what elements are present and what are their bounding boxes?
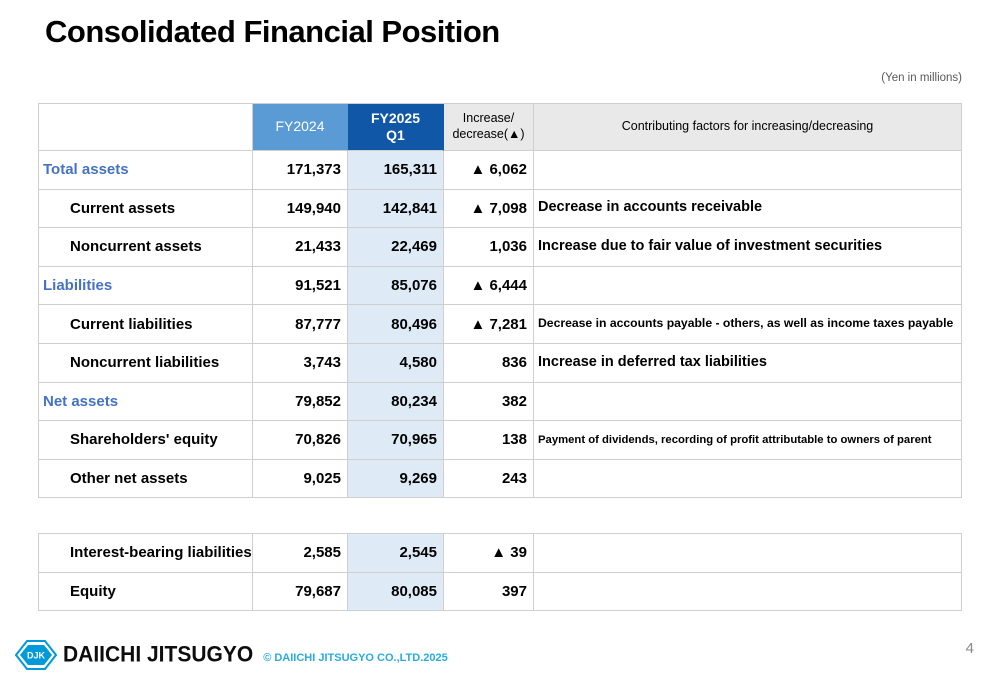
fy2024-value: 171,373 xyxy=(253,151,348,190)
increase-decrease-value: ▲ 7,281 xyxy=(444,305,534,344)
fy2024-value: 9,025 xyxy=(253,459,348,499)
increase-decrease-value: 243 xyxy=(444,459,534,499)
contributing-factor xyxy=(534,382,962,422)
row-label: Net assets xyxy=(39,382,253,422)
unit-note: (Yen in millions) xyxy=(881,72,962,84)
contributing-factor: Increase in deferred tax liabilities xyxy=(534,343,962,383)
increase-decrease-value: ▲ 7,098 xyxy=(444,189,534,229)
copyright: © DAIICHI JITSUGYO CO.,LTD.2025 xyxy=(263,652,448,664)
company-name: DAIICHI JITSUGYO xyxy=(63,642,254,667)
increase-decrease-value: 138 xyxy=(444,421,534,460)
row-label: Shareholders' equity xyxy=(39,421,253,460)
fy2025-q1-value: 80,496 xyxy=(348,305,444,344)
row-label: Other net assets xyxy=(39,459,253,499)
row-label: Interest-bearing liabilities xyxy=(39,534,253,573)
increase-decrease-value: ▲ 6,444 xyxy=(444,266,534,306)
fy2025-q1-value: 80,085 xyxy=(348,572,444,612)
header-increase-line1: Increase/ xyxy=(462,111,515,126)
fy2024-value: 3,743 xyxy=(253,343,348,383)
contributing-factor xyxy=(534,151,962,190)
contributing-factor: Decrease in accounts receivable xyxy=(534,189,962,229)
contributing-factor xyxy=(534,266,962,306)
contributing-factor xyxy=(534,459,962,499)
fy2025-q1-value: 165,311 xyxy=(348,151,444,190)
contributing-factor xyxy=(534,572,962,612)
increase-decrease-value: 836 xyxy=(444,343,534,383)
row-label: Noncurrent liabilities xyxy=(39,343,253,383)
header-fy2025-line2: Q1 xyxy=(386,127,405,143)
supplementary-table: Interest-bearing liabilities 2,585 2,545 ▲ … xyxy=(38,533,962,612)
fy2025-q1-value: 4,580 xyxy=(348,343,444,383)
djk-logo-icon: DJK xyxy=(15,640,57,670)
fy2024-value: 87,777 xyxy=(253,305,348,344)
contributing-factor: Decrease in accounts payable - others, a… xyxy=(534,305,962,344)
header-fy2025-q1: FY2025 Q1 xyxy=(348,104,444,151)
increase-decrease-value: ▲ 6,062 xyxy=(444,151,534,190)
djk-logo-text: DJK xyxy=(27,651,46,661)
fy2025-q1-value: 22,469 xyxy=(348,228,444,267)
increase-decrease-value: 397 xyxy=(444,572,534,612)
page-number: 4 xyxy=(965,640,974,657)
fy2024-value: 79,852 xyxy=(253,382,348,422)
increase-decrease-value: ▲ 39 xyxy=(444,534,534,573)
header-increase-line2: decrease(▲) xyxy=(452,127,525,141)
contributing-factor xyxy=(534,534,962,573)
row-label: Current assets xyxy=(39,189,253,229)
fy2024-value: 149,940 xyxy=(253,189,348,229)
contributing-factor: Increase due to fair value of investment… xyxy=(534,228,962,267)
fy2024-value: 70,826 xyxy=(253,421,348,460)
page-title: Consolidated Financial Position xyxy=(45,14,500,49)
fy2025-q1-value: 142,841 xyxy=(348,189,444,229)
fy2024-value: 2,585 xyxy=(253,534,348,573)
increase-decrease-value: 382 xyxy=(444,382,534,422)
increase-decrease-value: 1,036 xyxy=(444,228,534,267)
row-label: Noncurrent assets xyxy=(39,228,253,267)
fy2024-value: 21,433 xyxy=(253,228,348,267)
fy2024-value: 79,687 xyxy=(253,572,348,612)
fy2025-q1-value: 80,234 xyxy=(348,382,444,422)
header-blank xyxy=(39,104,253,151)
header-fy2024: FY2024 xyxy=(253,104,348,151)
footer: DJK DAIICHI JITSUGYO © DAIICHI JITSUGYO … xyxy=(15,638,448,672)
header-increase-decrease: Increase/ decrease(▲) xyxy=(444,104,534,151)
fy2025-q1-value: 2,545 xyxy=(348,534,444,573)
fy2025-q1-value: 85,076 xyxy=(348,266,444,306)
fy2025-q1-value: 70,965 xyxy=(348,421,444,460)
header-fy2025-line1: FY2025 xyxy=(370,109,421,126)
header-contributing-factors: Contributing factors for increasing/decr… xyxy=(534,104,962,151)
fy2024-value: 91,521 xyxy=(253,266,348,306)
row-label: Equity xyxy=(39,572,253,612)
financial-position-table: FY2024 FY2025 Q1 Increase/ decrease(▲) C… xyxy=(38,103,962,499)
row-label: Current liabilities xyxy=(39,305,253,344)
contributing-factor: Payment of dividends, recording of profi… xyxy=(534,421,962,460)
row-label: Total assets xyxy=(39,151,253,190)
fy2025-q1-value: 9,269 xyxy=(348,459,444,499)
row-label: Liabilities xyxy=(39,266,253,306)
